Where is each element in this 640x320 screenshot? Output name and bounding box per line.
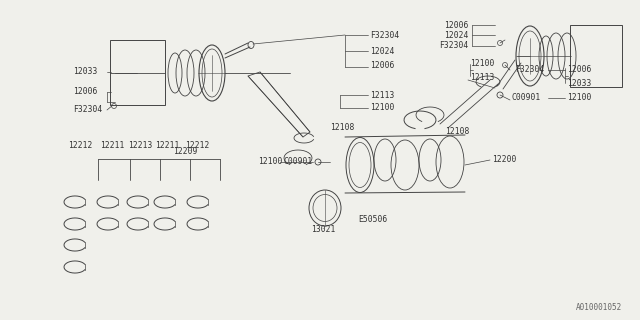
Bar bbox=[110, 40, 165, 105]
Text: A010001052: A010001052 bbox=[576, 303, 622, 312]
Text: 12024: 12024 bbox=[444, 30, 468, 39]
Text: 12100: 12100 bbox=[258, 157, 282, 166]
Text: F32304: F32304 bbox=[515, 66, 544, 75]
Text: 12212: 12212 bbox=[68, 140, 92, 149]
Text: 12100: 12100 bbox=[370, 103, 394, 113]
Text: 12113: 12113 bbox=[370, 91, 394, 100]
Text: F32304: F32304 bbox=[370, 30, 399, 39]
Text: 12024: 12024 bbox=[370, 46, 394, 55]
Text: C00901: C00901 bbox=[284, 157, 313, 166]
Text: 12033: 12033 bbox=[73, 68, 97, 76]
Text: F32304: F32304 bbox=[73, 106, 102, 115]
Text: 12108: 12108 bbox=[445, 127, 469, 137]
Text: 12006: 12006 bbox=[73, 87, 97, 97]
Text: 12006: 12006 bbox=[370, 60, 394, 69]
Text: 12006: 12006 bbox=[444, 20, 468, 29]
Text: 12033: 12033 bbox=[567, 78, 591, 87]
Text: 12113: 12113 bbox=[470, 74, 494, 83]
Text: 12100: 12100 bbox=[567, 93, 591, 102]
Text: 12108: 12108 bbox=[330, 124, 355, 132]
Text: 12100: 12100 bbox=[470, 60, 494, 68]
Text: 12211: 12211 bbox=[100, 140, 124, 149]
Text: 12209: 12209 bbox=[173, 148, 197, 156]
Text: 13021: 13021 bbox=[311, 226, 335, 235]
Text: 12200: 12200 bbox=[492, 156, 516, 164]
Text: C00901: C00901 bbox=[512, 93, 541, 102]
Text: F32304: F32304 bbox=[439, 42, 468, 51]
Text: 12213: 12213 bbox=[128, 140, 152, 149]
Text: E50506: E50506 bbox=[358, 215, 387, 225]
Bar bbox=[570, 25, 622, 87]
Text: 12211: 12211 bbox=[155, 140, 179, 149]
Text: 12212: 12212 bbox=[185, 140, 209, 149]
Text: 12006: 12006 bbox=[567, 66, 591, 75]
